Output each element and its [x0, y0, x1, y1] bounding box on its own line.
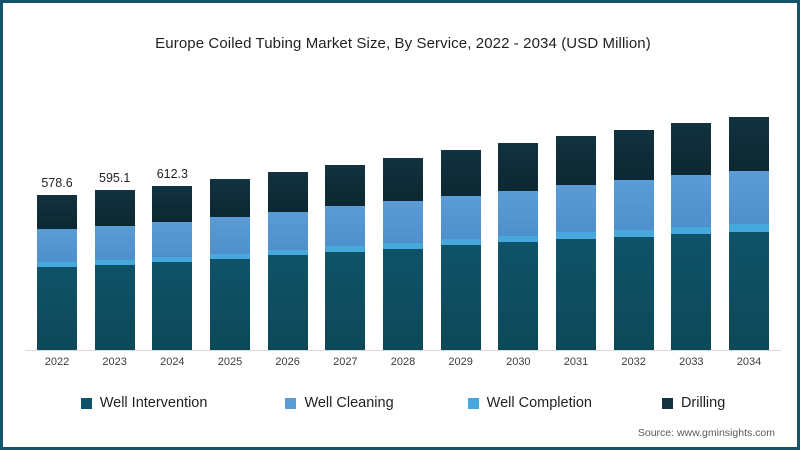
bar-column: [325, 164, 366, 351]
bar-segment-well-intervention: [671, 234, 712, 351]
bar-segment-drilling: [498, 143, 539, 191]
x-axis-tick-label: 2026: [275, 356, 300, 368]
bar-value-label: 612.3: [156, 166, 188, 181]
x-axis-tick-label: 2028: [390, 356, 416, 368]
bar-column: [556, 135, 596, 351]
legend-label: Well Completion: [486, 395, 592, 411]
x-axis-tick-label: 2027: [333, 356, 358, 368]
bar-segment-drilling: [440, 150, 481, 196]
x-axis-tick-label: 2022: [44, 356, 70, 368]
bar-segment-well-completion: [729, 224, 769, 232]
legend-swatch-well-intervention: [80, 397, 92, 409]
bar-segment-drilling: [671, 123, 712, 176]
bar-segment-drilling: [210, 179, 250, 218]
bar-column: [94, 190, 135, 351]
bar-column: [210, 179, 250, 351]
bar-segment-well-intervention: [325, 251, 366, 351]
bar-segment-drilling: [94, 190, 135, 226]
bar-column: [152, 185, 193, 351]
bar-segment-well-cleaning: [152, 222, 193, 258]
bar-segment-well-completion: [152, 257, 193, 263]
bar-column: [267, 171, 308, 351]
x-axis-tick-label: 2029: [448, 356, 473, 368]
bar-segment-well-intervention: [556, 239, 596, 351]
legend-item[interactable]: Well Cleaning: [285, 395, 394, 411]
bar-segment-well-cleaning: [267, 211, 308, 251]
bar-segment-well-completion: [94, 259, 135, 265]
legend-label: Drilling: [680, 395, 726, 411]
x-axis-tick-label: 2024: [160, 356, 185, 368]
bar-segment-well-cleaning: [383, 201, 423, 243]
bar-segment-well-cleaning: [613, 180, 654, 230]
x-axis-tick-label: 2031: [563, 356, 589, 368]
bar-segment-well-completion: [383, 243, 423, 249]
bar-segment-drilling: [556, 135, 596, 185]
bar-segment-well-completion: [325, 246, 366, 252]
bar-segment-drilling: [383, 158, 423, 202]
bar-segment-well-intervention: [267, 255, 308, 351]
bar-column: [671, 123, 712, 351]
bar-segment-well-intervention: [94, 264, 135, 351]
legend-label: Well Cleaning: [304, 395, 394, 411]
bar-segment-drilling: [267, 171, 308, 212]
legend-item[interactable]: Well Intervention: [80, 395, 208, 411]
bar-column: [440, 150, 481, 351]
x-axis-tick-label: 2032: [621, 356, 646, 368]
bar-segment-well-cleaning: [440, 195, 481, 240]
legend-item[interactable]: Well Completion: [467, 395, 592, 411]
bar-segment-well-cleaning: [671, 175, 712, 228]
bar-segment-well-cleaning: [210, 217, 250, 254]
legend-label: Well Intervention: [99, 395, 208, 411]
chart-title: Europe Coiled Tubing Market Size, By Ser…: [155, 35, 651, 52]
legend-swatch-well-cleaning: [285, 397, 297, 409]
bar-column: [613, 129, 654, 351]
legend-swatch-well-completion: [467, 397, 479, 409]
bar-column: [729, 117, 769, 351]
bar-segment-well-completion: [498, 235, 539, 243]
bar-segment-drilling: [152, 185, 193, 223]
bar-segment-well-cleaning: [729, 170, 769, 225]
bar-segment-well-intervention: [729, 231, 769, 351]
bar-segment-drilling: [37, 194, 77, 230]
bar-segment-well-cleaning: [325, 206, 366, 247]
legend-swatch-drilling: [661, 397, 673, 409]
bar-segment-well-cleaning: [498, 190, 539, 236]
bar-segment-drilling: [613, 129, 654, 181]
bar-segment-well-intervention: [152, 262, 193, 351]
source-caption: Source: www.gminsights.com: [637, 427, 775, 439]
bar-segment-well-intervention: [37, 266, 77, 351]
x-axis-tick-label: 2030: [506, 356, 531, 368]
plot-area: [37, 103, 769, 351]
chart-legend: Well Intervention Well Cleaning Well Compl…: [3, 395, 800, 411]
bar-segment-well-completion: [671, 227, 712, 235]
bar-segment-well-completion: [556, 232, 596, 240]
bar-segment-well-intervention: [613, 236, 654, 351]
bar-segment-well-intervention: [383, 248, 423, 351]
bar-segment-well-completion: [37, 262, 77, 267]
bar-segment-well-intervention: [210, 258, 250, 351]
bar-value-label: 578.6: [41, 175, 73, 190]
bar-segment-well-intervention: [498, 242, 539, 351]
bar-segment-drilling: [729, 117, 769, 171]
bar-column: [383, 158, 423, 351]
bar-segment-well-cleaning: [94, 225, 135, 260]
bar-segment-drilling: [325, 164, 366, 207]
x-axis-tick-label: 2033: [679, 356, 704, 368]
bar-segment-well-cleaning: [556, 184, 596, 233]
legend-item[interactable]: Drilling: [661, 395, 726, 411]
bar-value-label: 595.1: [99, 171, 131, 186]
x-axis-line: [25, 350, 781, 351]
x-axis-tick-label: 2023: [102, 356, 127, 368]
bar-segment-well-cleaning: [37, 229, 77, 263]
bar-column: [37, 194, 77, 351]
bar-column: [498, 143, 539, 351]
bar-segment-well-completion: [210, 253, 250, 259]
bar-segment-well-completion: [440, 239, 481, 246]
bar-segment-well-completion: [267, 250, 308, 256]
x-axis-tick-label: 2034: [736, 356, 762, 368]
x-axis-tick-label: 2025: [217, 356, 243, 368]
bar-segment-well-intervention: [440, 245, 481, 351]
bar-segment-well-completion: [613, 229, 654, 237]
